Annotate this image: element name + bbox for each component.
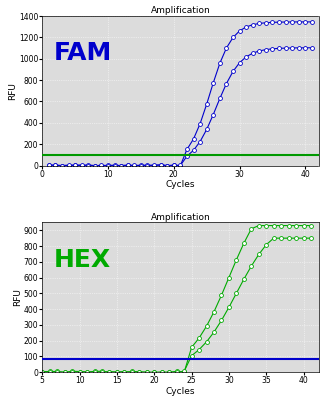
Title: Amplification: Amplification — [150, 213, 210, 222]
Text: FAM: FAM — [53, 41, 111, 65]
X-axis label: Cycles: Cycles — [166, 386, 195, 396]
Y-axis label: RFU: RFU — [13, 288, 22, 306]
Text: HEX: HEX — [53, 248, 110, 272]
Title: Amplification: Amplification — [150, 6, 210, 15]
Y-axis label: RFU: RFU — [8, 82, 17, 100]
X-axis label: Cycles: Cycles — [166, 180, 195, 189]
